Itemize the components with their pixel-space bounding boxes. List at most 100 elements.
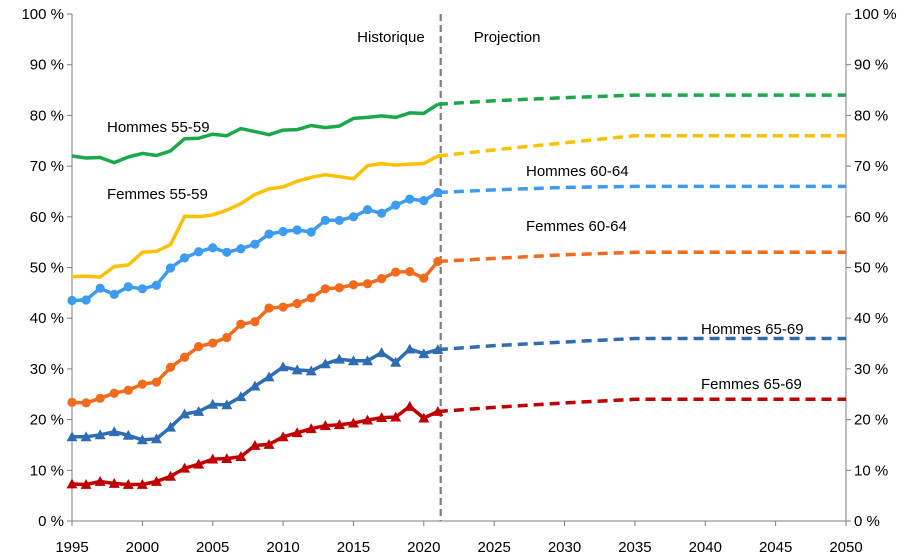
data-point — [319, 420, 331, 431]
data-point — [194, 341, 204, 352]
data-point — [305, 365, 317, 376]
series-label: Femmes 60-64 — [526, 218, 627, 235]
series-4 — [66, 336, 846, 445]
data-point — [347, 355, 359, 366]
data-point — [433, 256, 443, 267]
series-line-projection — [437, 336, 846, 352]
data-point — [179, 352, 190, 362]
data-point — [207, 398, 219, 409]
series-1 — [71, 133, 846, 279]
data-point — [67, 295, 77, 306]
series-group — [66, 93, 846, 489]
x-tick-label: 2020 — [407, 539, 440, 556]
x-tick-label: 2045 — [759, 539, 792, 556]
data-point — [136, 478, 148, 489]
data-point — [165, 421, 177, 432]
data-point — [334, 283, 344, 293]
y-tick-label-left: 60 % — [30, 209, 64, 226]
y-tick-label-left: 50 % — [30, 260, 64, 277]
data-point — [208, 338, 218, 348]
data-point — [405, 194, 415, 204]
series-label: Hommes 55-59 — [107, 119, 210, 136]
projection-label: Projection — [474, 29, 541, 46]
x-tick-label: 2025 — [477, 539, 510, 556]
series-label: Hommes 65-69 — [701, 321, 804, 338]
data-point — [165, 263, 176, 273]
data-point — [222, 247, 232, 257]
y-tick-label-left: 0 % — [38, 513, 64, 530]
data-point — [67, 397, 77, 407]
x-tick-label: 2000 — [126, 539, 159, 556]
data-point — [405, 266, 415, 277]
data-point — [122, 478, 134, 489]
y-tick-label-left: 40 % — [30, 310, 64, 327]
series-5 — [66, 397, 846, 489]
y-tick-label-right: 20 % — [854, 412, 888, 429]
data-point — [122, 429, 134, 440]
data-point — [236, 319, 246, 329]
data-point — [81, 398, 91, 408]
series-label: Femmes 55-59 — [107, 186, 208, 203]
data-point — [221, 453, 233, 464]
data-point — [347, 417, 359, 428]
data-point — [165, 362, 176, 372]
data-point — [235, 451, 247, 462]
data-point — [418, 412, 430, 423]
data-point — [194, 247, 204, 257]
data-point — [137, 284, 147, 294]
series-line-projection — [437, 133, 846, 158]
y-tick-label-left: 20 % — [30, 412, 64, 429]
data-point — [123, 385, 133, 395]
data-point — [362, 279, 373, 289]
data-point — [123, 282, 133, 292]
data-point — [94, 475, 106, 486]
y-tick-label-right: 80 % — [854, 107, 888, 124]
historique-label: Historique — [357, 29, 425, 46]
data-point — [108, 426, 120, 437]
y-tick-label-right: 100 % — [854, 6, 897, 23]
y-tick-label-right: 90 % — [854, 57, 888, 74]
data-point — [250, 317, 260, 327]
data-point — [278, 302, 288, 312]
series-2 — [67, 184, 846, 306]
data-point — [334, 215, 344, 225]
y-tick-label-left: 100 % — [21, 6, 64, 23]
series-line-historical — [71, 102, 439, 165]
data-point — [320, 284, 330, 294]
data-point — [249, 380, 261, 391]
data-point — [362, 355, 374, 366]
data-point — [151, 280, 162, 290]
data-point — [80, 478, 92, 489]
series-line-projection — [437, 184, 846, 195]
x-tick-label: 2040 — [689, 539, 722, 556]
data-point — [207, 453, 219, 464]
data-point — [376, 412, 388, 422]
data-point — [95, 283, 105, 293]
y-tick-label-left: 90 % — [30, 57, 64, 74]
series-0 — [71, 93, 846, 165]
data-point — [80, 431, 92, 442]
data-point — [390, 356, 402, 367]
data-point — [278, 226, 288, 237]
y-tick-label-left: 10 % — [30, 462, 64, 479]
data-point — [362, 205, 373, 215]
data-point — [333, 419, 345, 430]
data-point — [291, 364, 303, 375]
y-tick-label-right: 70 % — [854, 158, 888, 175]
y-tick-label-right: 0 % — [854, 513, 880, 530]
data-point — [236, 244, 246, 254]
series-line-projection — [437, 250, 846, 264]
data-point — [151, 377, 162, 387]
data-point — [305, 423, 317, 434]
data-point — [292, 225, 302, 235]
axes: 0 % 0 % 10 % 10 % 20 % 20 % 30 % 30 % 40 % 40 % 50… — [21, 6, 896, 556]
y-tick-label-left: 70 % — [30, 158, 64, 175]
y-tick-label-right: 30 % — [854, 361, 888, 378]
data-point — [150, 433, 162, 444]
data-point — [179, 408, 191, 419]
x-tick-label: 2050 — [829, 539, 862, 556]
data-point — [165, 470, 177, 481]
data-point — [377, 274, 387, 284]
